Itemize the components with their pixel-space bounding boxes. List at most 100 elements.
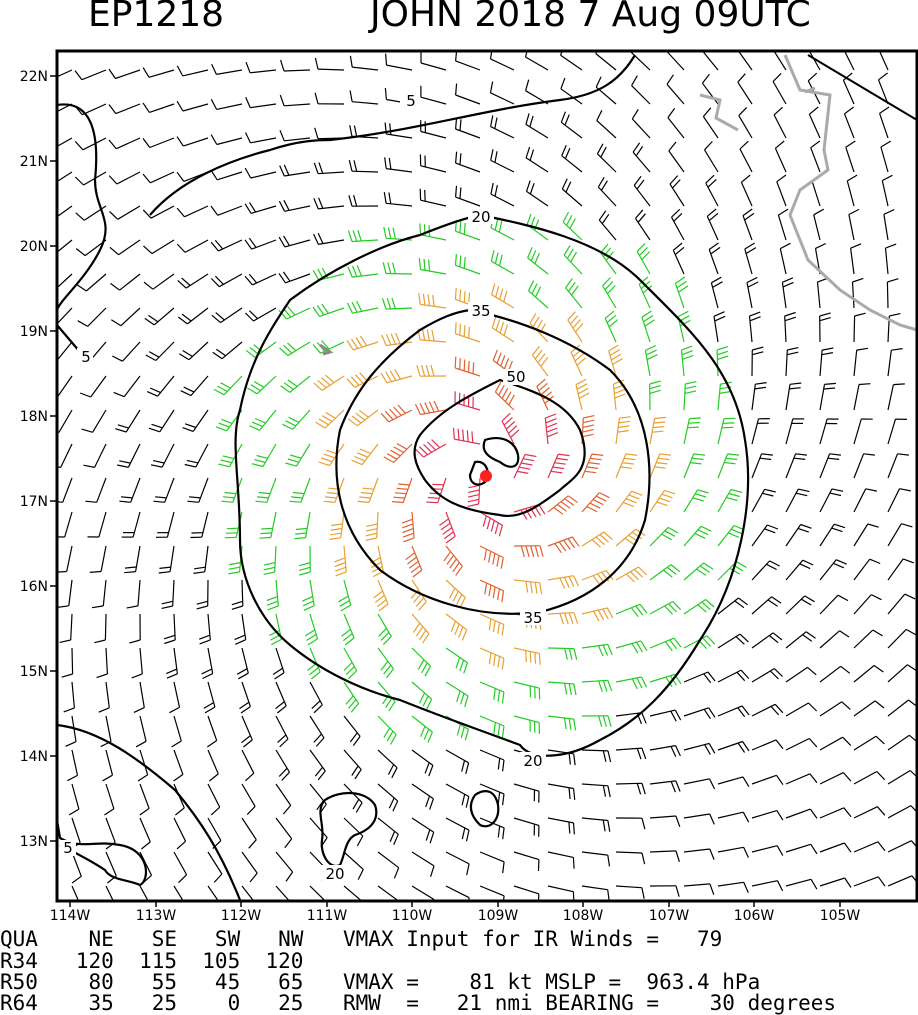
wind-barb [545,414,558,444]
wind-barb [561,112,582,138]
wind-barb [143,206,174,218]
wind-barb [181,376,208,396]
wind-barb [72,852,81,883]
wind-barb [582,493,610,512]
wind-barb [88,512,107,537]
wind-barb [446,682,468,707]
wind-barb [386,54,412,70]
wind-barb [747,277,758,308]
wind-barb [846,141,856,172]
wind-barb [344,682,359,712]
lat-label: 20N [20,239,48,255]
wind-barb [786,348,798,376]
lat-label: 16N [20,579,48,595]
wind-barb [491,82,515,104]
wind-barb [348,410,378,426]
wind-barb [684,600,714,615]
wind-barb [310,784,326,814]
wind-barb [667,75,684,104]
wind-barb [348,265,378,277]
wind-barb [491,250,514,274]
wind-barb [60,614,72,642]
wind-barb [714,312,725,342]
wind-barb [718,454,739,478]
wind-barb [568,312,583,342]
wind-barb [446,784,469,808]
wind-barb [279,272,310,283]
wind-barb [877,39,888,70]
wind-barb [110,240,140,255]
wind-barb [310,818,327,847]
wind-barb [668,108,684,138]
wind-barb [280,165,310,176]
wind-barb [854,489,877,512]
wind-barb [706,175,718,206]
wind-barb [111,274,141,290]
wind-barb [548,537,579,553]
wind-barb [645,346,657,377]
wind-barb [280,130,310,141]
wind-barb [412,852,434,877]
wind-barb [114,376,140,397]
wind-barb [709,243,720,274]
lon-label: 112W [221,908,262,924]
wind-barb [240,682,251,713]
lon-label: 107W [649,908,690,924]
wind-barb [548,613,578,625]
wind-barb [820,560,847,580]
r50-row: R50 80 55 45 65 [0,971,303,993]
wind-barb [246,97,276,108]
wind-barb [378,648,394,678]
wind-barb [684,814,714,824]
wind-barb [786,454,807,478]
wind-barb [242,818,256,848]
wind-barb [245,202,276,213]
wind-barb [886,244,897,274]
wind-barb [582,680,612,691]
wind-barb [582,750,611,762]
wind-barb [650,490,675,512]
wind-barb [820,313,831,342]
wind-barb [446,886,469,909]
wind-barb [854,666,883,683]
wind-barb [208,784,220,815]
wind-barb [495,382,514,410]
wind-barb [750,312,761,342]
wind-barb [718,490,742,513]
wind-barb [854,877,885,886]
wind-barb [718,706,749,717]
lon-label: 113W [136,908,177,924]
wind-barb [702,41,718,71]
wind-barb [616,567,647,582]
wind-barb [245,168,276,178]
wind-barb [177,137,208,147]
wind-barb [420,189,446,206]
wind-barb [752,740,783,750]
wind-barb [491,115,514,138]
wind-barb [786,844,817,854]
wind-barb [711,277,722,308]
wind-barb [143,68,174,78]
wind-barb [718,670,749,682]
wind-barb [412,750,433,776]
wind-barb [820,773,851,784]
wind-barb [420,154,446,172]
wind-barb [247,376,276,394]
wind-barb [880,107,890,138]
wind-barb [514,852,539,871]
wind-barb [202,648,213,679]
wind-barb [774,107,786,138]
wind-barb [406,546,422,577]
wind-barb [888,629,916,648]
lat-label: 18N [20,409,48,425]
wind-barb [684,779,715,789]
wind-barb [187,478,208,502]
wind-barb [597,144,616,172]
wind-barb [246,133,277,143]
wind-barb [888,771,918,785]
wind-barb [245,308,276,321]
wind-barb [208,750,218,781]
wind-barb [820,419,839,444]
wind-barb [786,774,817,784]
